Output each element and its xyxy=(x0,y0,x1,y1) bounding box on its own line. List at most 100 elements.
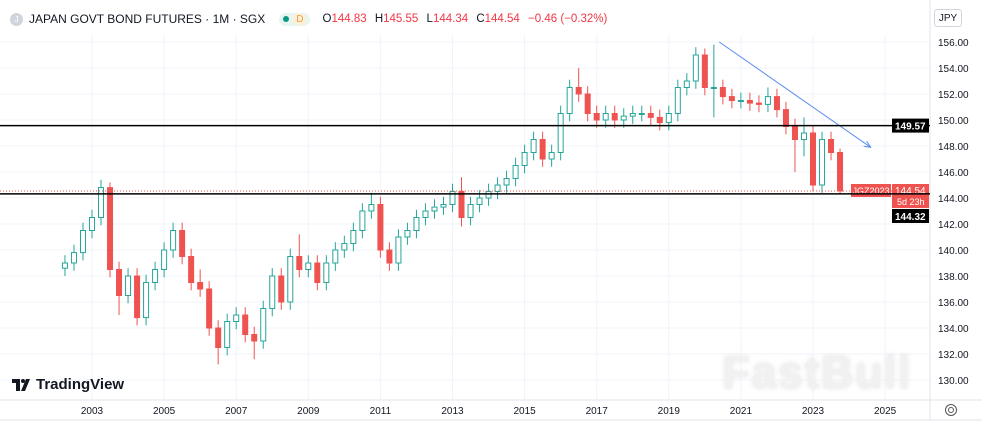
candle-body xyxy=(683,80,690,88)
close-value: 144.54 xyxy=(484,13,520,25)
candle xyxy=(566,79,573,122)
candle-body xyxy=(467,204,474,218)
x-tick-label: 2017 xyxy=(586,406,609,417)
open-label: O xyxy=(322,13,332,25)
y-tick-label: 154.00 xyxy=(938,64,969,75)
candle-body xyxy=(521,152,528,166)
candle xyxy=(242,307,249,343)
ohlc-legend: O144.83 H145.55 L144.34 C144.54 −0.46 (−… xyxy=(322,13,612,25)
candle xyxy=(305,255,312,278)
candle xyxy=(800,117,807,157)
tradingview-logo[interactable]: TradingView xyxy=(12,376,124,393)
candle-body xyxy=(476,197,483,205)
candle xyxy=(737,92,744,109)
market-status[interactable]: D xyxy=(279,12,311,26)
candle-body xyxy=(755,102,762,105)
candle-body xyxy=(773,96,780,111)
candle-body xyxy=(810,132,816,186)
candle xyxy=(656,109,663,131)
candle xyxy=(350,222,357,252)
y-tick-label: 146.00 xyxy=(938,168,969,179)
logo-text: TradingView xyxy=(36,376,125,393)
delayed-badge: D xyxy=(293,13,307,25)
candle-body xyxy=(170,230,177,251)
candle xyxy=(422,203,429,226)
candle-body xyxy=(242,314,249,335)
candle-body xyxy=(737,100,744,102)
candle xyxy=(287,248,294,310)
candle-body xyxy=(746,100,753,104)
candle-body xyxy=(350,230,357,244)
candle xyxy=(206,281,213,336)
settings-gear-icon[interactable] xyxy=(945,404,957,416)
last-price-box xyxy=(892,183,929,208)
candle-body xyxy=(251,334,258,342)
tradingview-logo-icon xyxy=(12,378,30,391)
candle-body xyxy=(828,139,835,153)
candle-body xyxy=(593,113,600,121)
x-tick-label: 2021 xyxy=(730,406,753,417)
x-tick-label: 2015 xyxy=(513,406,536,417)
candle-body xyxy=(728,96,735,101)
price-label-box xyxy=(892,208,929,223)
candle xyxy=(620,108,627,128)
candle xyxy=(629,105,636,124)
candle-body xyxy=(413,217,420,231)
currency-button[interactable]: JPY xyxy=(934,9,962,27)
chart-title[interactable]: JAPAN GOVT BOND FUTURES · 1M · SGX xyxy=(29,12,266,26)
candle-body xyxy=(404,230,411,238)
candle-body xyxy=(638,113,645,115)
candle xyxy=(170,222,177,258)
y-tick-label: 156.00 xyxy=(938,38,969,49)
candle xyxy=(395,229,402,271)
bar-countdown: 5d 23h xyxy=(897,197,925,207)
candle-body xyxy=(710,87,717,89)
candle-body xyxy=(530,139,537,153)
y-tick-label: 130.00 xyxy=(938,376,969,387)
candle xyxy=(404,222,411,245)
candle-body xyxy=(323,262,330,283)
candle-body xyxy=(61,262,68,269)
candle-body xyxy=(305,262,312,270)
candle-body xyxy=(422,210,429,218)
x-tick-label: 2019 xyxy=(658,406,681,417)
candle xyxy=(548,144,555,167)
candle xyxy=(828,131,835,161)
x-tick-label: 2009 xyxy=(297,406,320,417)
candle xyxy=(323,255,330,291)
candle xyxy=(251,326,258,360)
candle-body xyxy=(233,314,240,322)
candle xyxy=(728,88,735,109)
candle-body xyxy=(89,217,95,231)
candle-body xyxy=(332,249,339,264)
candle xyxy=(539,131,546,167)
candle xyxy=(746,92,753,111)
y-tick-label: 134.00 xyxy=(938,324,969,335)
candle-body xyxy=(134,275,141,319)
candle xyxy=(521,144,528,174)
open-value: 144.83 xyxy=(331,13,367,25)
symbol-label: JGZ2023 xyxy=(852,186,889,196)
candle-body xyxy=(647,113,654,118)
price-label: 144.32 xyxy=(895,212,926,223)
x-tick-label: 2003 xyxy=(81,406,104,417)
x-tick-label: 2013 xyxy=(441,406,464,417)
candle-body xyxy=(341,243,348,251)
candle-body xyxy=(188,256,195,283)
candle xyxy=(341,235,348,258)
high-label: H xyxy=(374,13,384,25)
candle-body xyxy=(107,187,114,271)
candle-body xyxy=(512,165,519,179)
y-tick-label: 132.00 xyxy=(938,350,969,361)
candle xyxy=(314,255,321,291)
x-tick-label: 2023 xyxy=(802,406,825,417)
candle xyxy=(782,101,789,135)
candle xyxy=(269,268,276,317)
candle xyxy=(377,196,384,258)
candle xyxy=(593,105,600,128)
y-tick-label: 138.00 xyxy=(938,272,969,283)
candle-body xyxy=(368,204,375,212)
candle-body xyxy=(98,187,105,219)
